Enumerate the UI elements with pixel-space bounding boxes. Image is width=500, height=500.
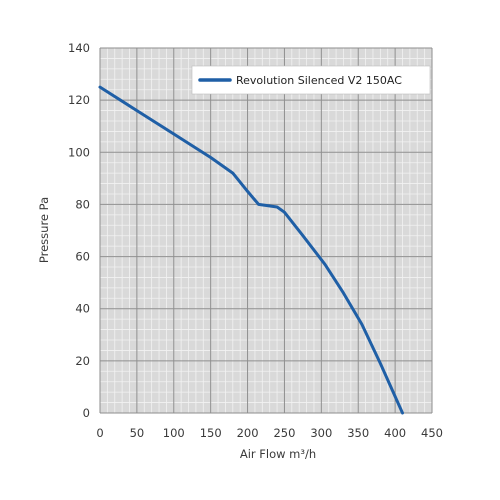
x-tick-labels: 0 50 100 150 200 250 300 350 400 450 <box>96 426 443 440</box>
y-tick-label: 60 <box>75 250 90 264</box>
y-tick-label: 40 <box>75 302 90 316</box>
x-tick-label: 450 <box>421 426 443 440</box>
x-tick-label: 50 <box>130 426 145 440</box>
legend: Revolution Silenced V2 150AC <box>191 65 431 95</box>
x-tick-label: 100 <box>163 426 185 440</box>
y-axis-title: Pressure Pa <box>37 197 51 263</box>
x-tick-label: 0 <box>96 426 103 440</box>
legend-label: Revolution Silenced V2 150AC <box>236 74 402 87</box>
y-tick-label: 140 <box>68 41 90 55</box>
x-tick-label: 400 <box>384 426 406 440</box>
y-tick-label: 100 <box>68 145 90 159</box>
y-tick-labels: 0 20 40 60 80 100 120 140 <box>68 41 90 420</box>
y-tick-label: 120 <box>68 93 90 107</box>
x-tick-label: 350 <box>347 426 369 440</box>
x-tick-label: 150 <box>200 426 222 440</box>
y-tick-label: 80 <box>75 197 90 211</box>
series-line <box>98 85 404 415</box>
series-layer <box>98 85 404 415</box>
major-gridlines <box>99 47 433 414</box>
plot-background <box>100 48 432 413</box>
x-tick-label: 300 <box>310 426 332 440</box>
x-tick-label: 250 <box>273 426 295 440</box>
y-tick-label: 20 <box>75 354 90 368</box>
x-tick-label: 200 <box>237 426 259 440</box>
y-tick-label: 0 <box>83 406 90 420</box>
x-axis-title: Air Flow m³/h <box>240 447 316 461</box>
